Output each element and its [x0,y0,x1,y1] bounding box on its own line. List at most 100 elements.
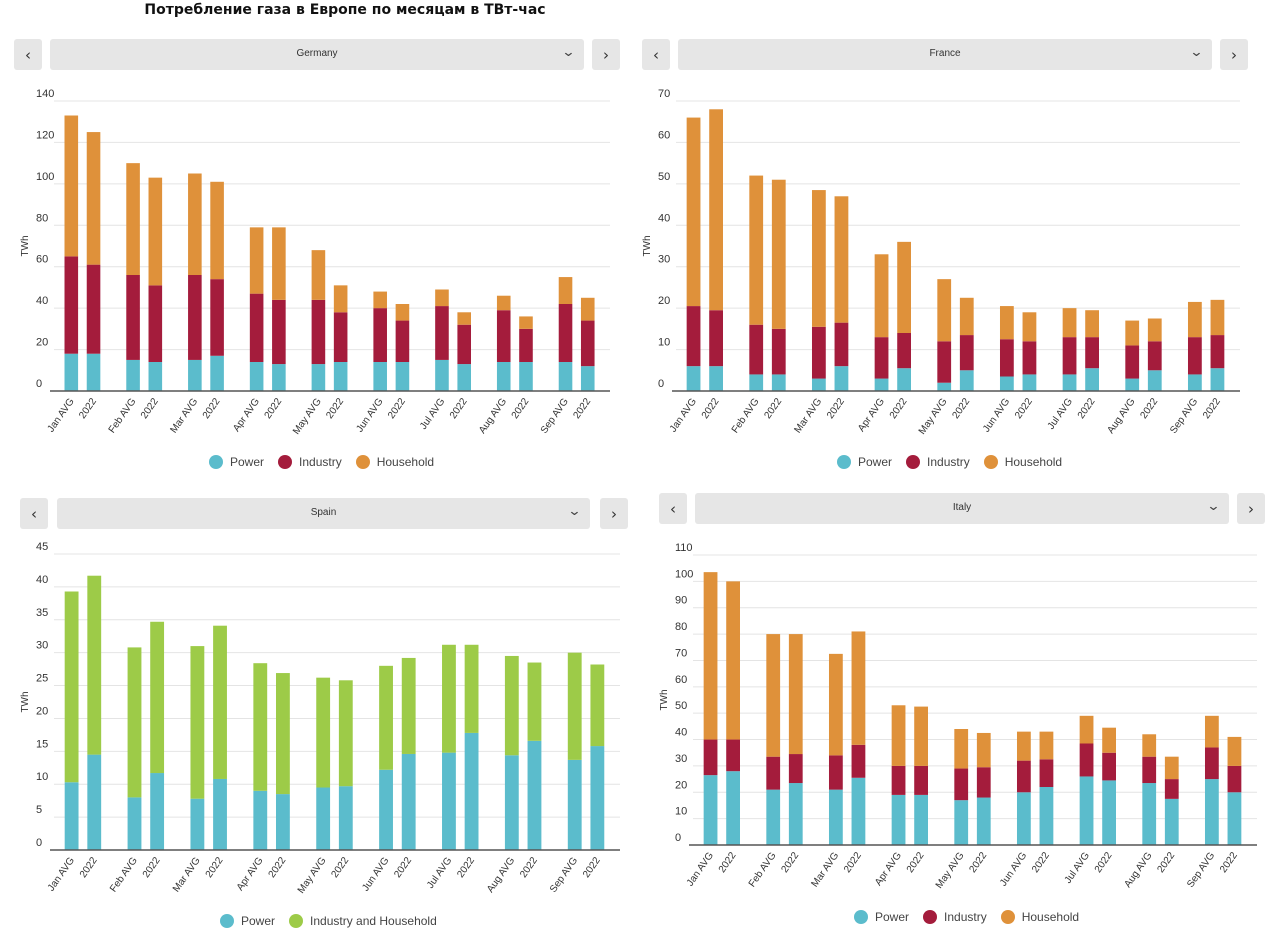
bar-segment[interactable] [1187,301,1202,338]
bar-segment[interactable] [1079,776,1094,845]
bar-segment[interactable] [148,362,163,391]
bar-segment[interactable] [188,173,202,276]
legend-item[interactable]: Industry [923,910,987,924]
bar-segment[interactable] [580,366,595,391]
bar-segment[interactable] [999,376,1014,392]
bar-segment[interactable] [851,744,866,778]
next-country-button[interactable]: › [1237,493,1265,524]
bar-segment[interactable] [726,739,740,772]
legend-item[interactable]: Industry [278,455,342,469]
bar-segment[interactable] [811,326,826,379]
bar-segment[interactable] [1022,374,1037,391]
bar-segment[interactable] [188,275,202,360]
bar-segment[interactable] [379,769,393,850]
bar-segment[interactable] [1062,374,1077,391]
bar-segment[interactable] [828,755,843,790]
prev-country-button[interactable]: ‹ [659,493,687,524]
bar-segment[interactable] [1016,731,1031,761]
bar-segment[interactable] [703,739,718,776]
bar-segment[interactable] [373,308,387,362]
country-dropdown[interactable]: Germany ⌄ [50,39,584,70]
bar-segment[interactable] [766,634,781,757]
bar-segment[interactable] [771,374,786,391]
bar-segment[interactable] [333,362,348,391]
bar-segment[interactable] [959,335,974,371]
bar-segment[interactable] [64,115,79,257]
bar-segment[interactable] [496,310,511,362]
bar-segment[interactable] [1147,318,1162,342]
bar-segment[interactable] [1085,368,1099,391]
bar-segment[interactable] [1142,783,1157,845]
bar-segment[interactable] [709,366,723,391]
bar-segment[interactable] [1102,727,1116,753]
bar-segment[interactable] [558,304,573,362]
legend-item[interactable]: Household [355,455,434,469]
bar-segment[interactable] [464,644,479,733]
bar-segment[interactable] [686,117,701,307]
bar-segment[interactable] [567,759,582,850]
bar-segment[interactable] [1210,335,1225,369]
next-country-button[interactable]: › [592,39,620,70]
bar-segment[interactable] [828,653,843,756]
bar-segment[interactable] [1016,792,1031,845]
bar-segment[interactable] [1079,715,1094,744]
bar-segment[interactable] [788,634,803,755]
bar-segment[interactable] [1227,765,1242,793]
bar-segment[interactable] [1085,310,1099,338]
bar-segment[interactable] [519,362,533,391]
bar-segment[interactable] [435,306,449,360]
bar-segment[interactable] [874,337,889,379]
bar-segment[interactable] [333,285,348,313]
next-country-button[interactable]: › [1220,39,1248,70]
bar-segment[interactable] [127,647,142,798]
bar-segment[interactable] [504,655,519,756]
bar-segment[interactable] [188,359,202,391]
bar-segment[interactable] [190,646,205,799]
bar-segment[interactable] [442,644,456,753]
bar-segment[interactable] [703,775,718,845]
bar-segment[interactable] [338,680,353,787]
bar-segment[interactable] [959,297,974,336]
bar-segment[interactable] [1039,759,1054,787]
legend-item[interactable]: Industry and Household [289,914,437,928]
bar-segment[interactable] [401,753,416,850]
bar-segment[interactable] [766,789,781,845]
bar-segment[interactable] [64,782,79,850]
bar-segment[interactable] [1062,308,1077,338]
bar-segment[interactable] [1102,752,1116,781]
bar-segment[interactable] [811,190,826,327]
bar-segment[interactable] [457,324,471,365]
bar-segment[interactable] [435,289,449,307]
bar-segment[interactable] [1079,743,1094,777]
bar-segment[interactable] [519,328,533,362]
bar-segment[interactable] [1125,320,1140,346]
bar-segment[interactable] [937,382,952,391]
country-dropdown[interactable]: Italy ⌄ [695,493,1229,524]
legend-item[interactable]: Power [209,455,264,469]
bar-segment[interactable] [834,322,849,367]
bar-segment[interactable] [338,786,353,850]
bar-segment[interactable] [914,794,928,845]
bar-segment[interactable] [395,320,410,362]
bar-segment[interactable] [373,291,387,309]
bar-segment[interactable] [976,797,991,845]
legend-item[interactable]: Power [837,455,892,469]
bar-segment[interactable] [766,756,781,790]
bar-segment[interactable] [210,279,224,356]
bar-segment[interactable] [527,662,542,741]
bar-segment[interactable] [1022,341,1037,375]
bar-segment[interactable] [86,353,101,391]
bar-segment[interactable] [126,163,140,275]
bar-segment[interactable] [148,177,163,286]
bar-segment[interactable] [311,250,326,300]
bar-segment[interactable] [891,765,906,795]
bar-segment[interactable] [1147,370,1162,391]
bar-segment[interactable] [686,366,701,391]
bar-segment[interactable] [253,663,268,791]
country-dropdown[interactable]: Spain ⌄ [57,498,590,529]
bar-segment[interactable] [519,316,533,329]
bar-segment[interactable] [213,625,227,779]
bar-segment[interactable] [373,362,387,391]
bar-segment[interactable] [891,705,906,766]
bar-segment[interactable] [1164,756,1179,780]
